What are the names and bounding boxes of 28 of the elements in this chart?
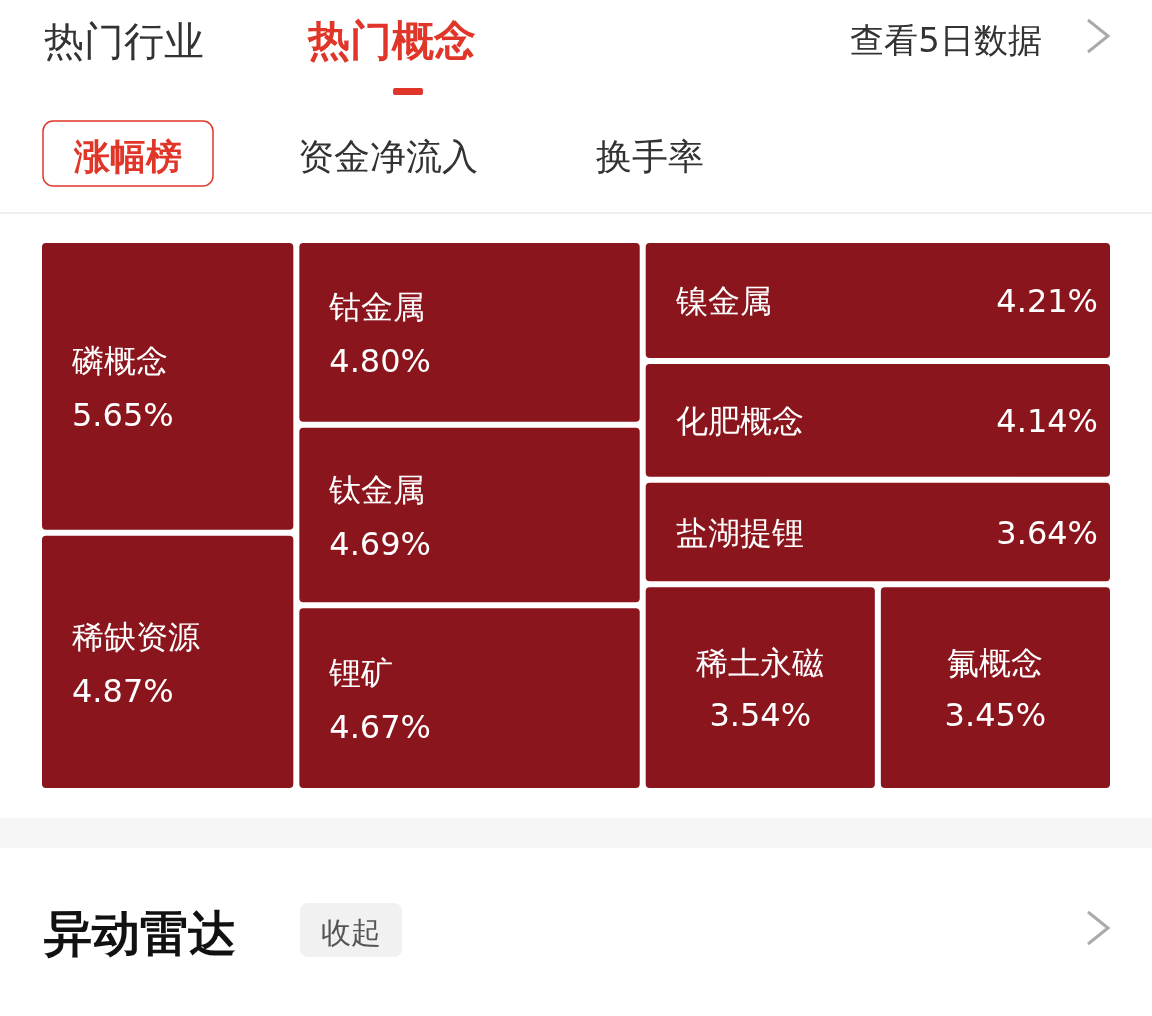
category-label: 钛金属 [328, 471, 426, 509]
category-label: 锂矿 [328, 654, 394, 693]
text: 热门行业 [44, 18, 204, 64]
category-label: 氟概念 [947, 643, 1044, 682]
category-label: 钴金属 [328, 288, 426, 327]
data-label: 5.65% [72, 396, 174, 435]
category-label: 化肥概念 [675, 402, 804, 441]
category-label: 稀土永磁 [696, 643, 825, 682]
text: 换手率 [596, 136, 704, 177]
data-label: 4.87% [72, 671, 174, 710]
category-label: 镍金属 [674, 282, 772, 321]
text: 收起 [321, 915, 381, 950]
data-label: 4.67% [329, 708, 431, 747]
text: 查看5日数据 [850, 20, 1042, 60]
text: 涨幅榜 [73, 136, 182, 177]
category-label: 磷概念 [71, 342, 168, 381]
text: 热门概念 [307, 16, 476, 65]
data-label: 3.54% [709, 695, 812, 734]
category-label: 盐湖提锂 [675, 514, 804, 553]
category-label: 稀缺资源 [72, 617, 200, 656]
data-label: 4.21% [996, 282, 1098, 321]
data-label: 3.45% [944, 695, 1047, 734]
text: 资金净流入 [298, 136, 478, 177]
data-label: 4.69% [329, 525, 431, 563]
data-label: 4.14% [996, 402, 1098, 441]
text: 异动雷达 [43, 905, 236, 961]
data-label: 3.64% [996, 514, 1098, 553]
data-label: 4.80% [329, 342, 431, 381]
